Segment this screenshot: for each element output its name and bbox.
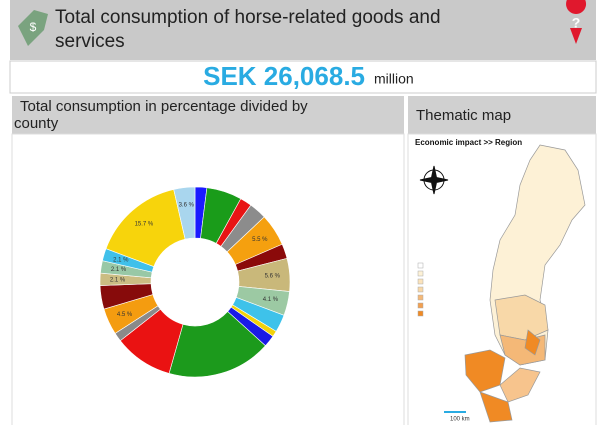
compass [419,165,449,195]
map-heading: Economic impact >> Region [415,138,522,147]
slice-label: 5.5 % [252,237,268,243]
slice-label: 4.1 % [263,297,279,303]
svg-text:?: ? [572,15,581,31]
chart-panel [11,133,405,425]
slice-label: 15.7 % [135,221,154,227]
summary-value: SEK 26,068.5 [203,61,365,91]
header-title: Total consumption of horse-related goods… [55,7,441,52]
slice-label: 2.1 % [110,277,126,283]
donut-slice [168,311,266,378]
chart-panel-header [12,96,404,134]
slice-label: 4.5 % [117,312,133,318]
summary-row [9,60,597,94]
scale-label: 100 km [450,417,470,423]
map-title: Thematic map [416,107,511,124]
tag-icon: $ [18,10,48,46]
donut-slice [173,186,196,240]
slice-label: 3.6 % [179,203,195,209]
sweden-map [464,144,586,423]
summary-unit: million [374,71,414,87]
slice-label: 5.6 % [265,274,281,280]
header-bar [10,0,596,60]
map-panel-header [408,96,596,134]
slice-label: 2.1 % [113,257,129,263]
svg-text:$: $ [30,20,37,34]
donut-chart: 5.5 % 5.6 % 4.1 % 4.5 % 2.1 % 2.1 % 2.1 % 15.7 … [99,186,291,378]
slice-label: 2.1 % [111,267,127,273]
chart-title: Total consumption in percentage divided … [14,98,308,132]
map-legend [417,262,424,317]
help-icon[interactable]: ? [566,0,587,44]
